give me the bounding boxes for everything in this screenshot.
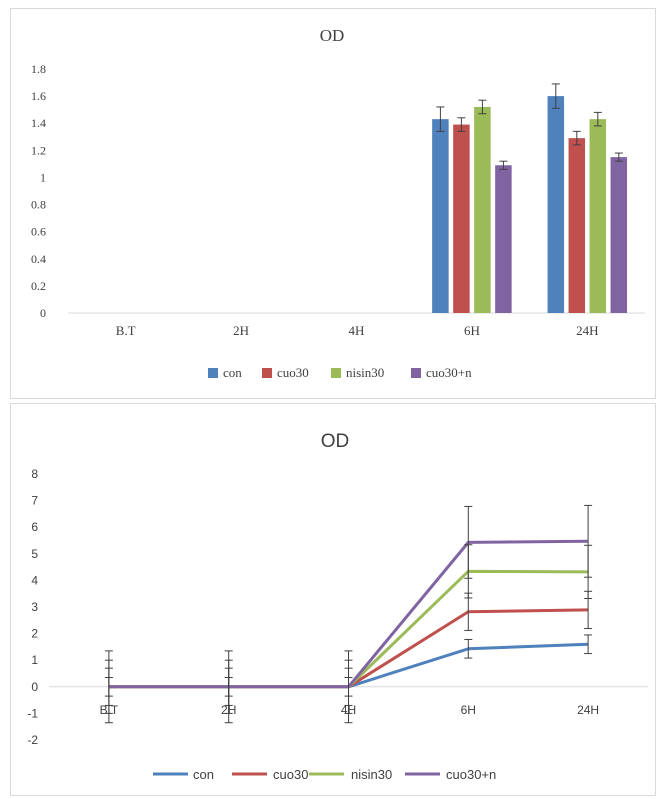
x-tick-label: 24H <box>576 323 598 338</box>
y-tick-label: 1 <box>31 653 38 667</box>
bar-chart: OD 0 0.2 0.4 0.6 0.8 1 1.2 1.4 1.6 1.8 B.T 2H 4H 6H 2… <box>11 9 657 400</box>
x-tick-label: B.T <box>116 323 136 338</box>
y-tick-label: 1.8 <box>31 62 46 76</box>
y-tick-label: 8 <box>31 467 38 481</box>
legend-label: nisin30 <box>346 365 384 380</box>
y-tick-label: 0 <box>40 306 46 320</box>
y-tick-label: 6 <box>31 520 38 534</box>
y-tick-label: 7 <box>31 494 38 508</box>
legend-label: con <box>223 365 242 380</box>
bar-series <box>432 84 627 313</box>
bar <box>548 96 565 313</box>
y-tick-label: -1 <box>27 706 38 720</box>
legend-label: cuo30+n <box>426 365 472 380</box>
y-tick-label: 3 <box>31 600 38 614</box>
line-chart-panel: OD -2 -1 0 1 2 3 4 5 6 7 8 B.T 2H 4H 6H 24H con cuo30 ni… <box>10 403 656 796</box>
legend-label: cuo30 <box>273 767 308 782</box>
legend-label: cuo30+n <box>446 767 496 782</box>
legend: con cuo30 nisin30 cuo30+n <box>208 365 472 380</box>
y-tick-label: 5 <box>31 547 38 561</box>
x-tick-label: B.T <box>100 703 119 717</box>
legend-swatch <box>331 368 341 378</box>
legend-swatch <box>411 368 421 378</box>
chart-title: OD <box>321 431 350 452</box>
x-tick-label: 6H <box>461 703 476 717</box>
x-tick-label: 4H <box>349 323 365 338</box>
legend-label: cuo30 <box>277 365 309 380</box>
line-series <box>105 505 592 722</box>
y-tick-label: 1.2 <box>31 143 46 157</box>
x-tick-label: 24H <box>577 703 599 717</box>
y-tick-label: 0.8 <box>31 198 46 212</box>
bar <box>569 138 586 313</box>
y-tick-label: 2 <box>31 627 38 641</box>
legend-label: nisin30 <box>351 767 392 782</box>
y-axis: -2 -1 0 1 2 3 4 5 6 7 8 <box>27 467 648 747</box>
chart-title: OD <box>320 26 345 45</box>
y-tick-label: 4 <box>31 573 38 587</box>
legend-label: con <box>193 767 214 782</box>
y-tick-label: 0.2 <box>31 279 46 293</box>
bar <box>495 165 512 313</box>
y-tick-label: 1 <box>40 170 46 184</box>
y-tick-label: 1.4 <box>31 116 46 130</box>
legend: con cuo30 nisin30 cuo30+n <box>153 767 496 782</box>
line-chart: OD -2 -1 0 1 2 3 4 5 6 7 8 B.T 2H 4H 6H 24H con cuo30 ni… <box>11 404 657 797</box>
bar <box>474 107 491 313</box>
bar <box>453 125 470 313</box>
x-axis: B.T 2H 4H 6H 24H <box>116 323 599 338</box>
bar-chart-panel: OD 0 0.2 0.4 0.6 0.8 1 1.2 1.4 1.6 1.8 B.T 2H 4H 6H 2… <box>10 8 656 399</box>
y-tick-label: 1.6 <box>31 89 46 103</box>
legend-swatch <box>208 368 218 378</box>
x-axis: B.T 2H 4H 6H 24H <box>100 703 600 717</box>
y-tick-label: 0.4 <box>31 252 46 266</box>
y-tick-label: 0.6 <box>31 225 46 239</box>
bar <box>432 119 449 313</box>
bar <box>611 157 628 313</box>
x-tick-label: 2H <box>221 703 236 717</box>
x-tick-label: 6H <box>464 323 480 338</box>
y-tick-label: -2 <box>27 733 38 747</box>
x-tick-label: 4H <box>341 703 356 717</box>
bar <box>590 119 607 313</box>
legend-swatch <box>262 368 272 378</box>
y-tick-label: 0 <box>31 680 38 694</box>
x-tick-label: 2H <box>233 323 249 338</box>
